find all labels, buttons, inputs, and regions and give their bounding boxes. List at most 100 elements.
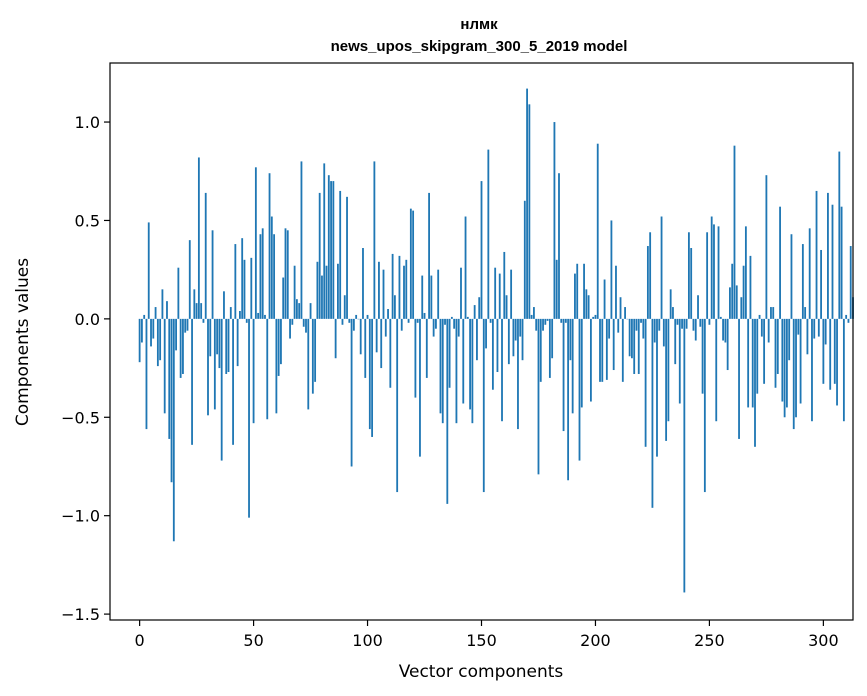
bar: [314, 318, 317, 382]
bar: [610, 220, 613, 319]
bar: [332, 181, 335, 319]
bar: [701, 318, 704, 394]
bar: [396, 318, 399, 493]
bar: [482, 318, 485, 493]
bar: [156, 318, 159, 367]
bar: [143, 314, 146, 319]
bar: [785, 318, 788, 408]
x-tick-label: 50: [243, 631, 263, 650]
bar: [330, 181, 332, 319]
bar: [724, 318, 727, 343]
bar: [776, 318, 779, 374]
bar: [261, 228, 264, 319]
bar: [232, 318, 234, 445]
bar: [633, 318, 636, 374]
x-tick-label: 300: [808, 631, 839, 650]
bar: [555, 259, 558, 319]
bar: [227, 318, 230, 373]
bar: [576, 263, 579, 319]
bar: [827, 192, 829, 319]
bar: [772, 307, 775, 319]
bar: [697, 295, 699, 319]
bar: [621, 318, 624, 382]
bar: [640, 318, 642, 323]
bar: [678, 318, 681, 404]
chart-title: нлмк: [460, 16, 498, 33]
bar: [166, 301, 168, 319]
bar: [218, 318, 221, 369]
bar: [733, 145, 736, 319]
bars-group: [138, 88, 854, 593]
bar: [603, 279, 606, 319]
bar: [792, 318, 795, 430]
bar: [277, 318, 280, 376]
bar: [519, 318, 522, 337]
bar: [560, 318, 563, 323]
bar: [250, 257, 253, 319]
bar: [491, 318, 494, 390]
bar: [469, 318, 472, 410]
y-tick-label: −1.0: [61, 507, 100, 526]
y-tick-label: 1.0: [75, 113, 100, 132]
bar: [747, 318, 750, 408]
bar: [587, 295, 590, 319]
bar: [605, 318, 608, 380]
bar: [553, 122, 556, 319]
y-tick-label: −0.5: [61, 408, 100, 427]
bar: [202, 318, 205, 323]
x-tick-label: 0: [135, 631, 145, 650]
bar: [836, 318, 838, 406]
bar: [254, 167, 257, 319]
bar: [653, 318, 656, 343]
bar: [567, 318, 570, 481]
y-tick-label: 0.5: [75, 211, 100, 230]
bar: [676, 318, 679, 325]
bar: [608, 318, 611, 339]
bar: [535, 318, 538, 331]
bar: [154, 307, 157, 319]
bar: [416, 318, 419, 323]
bar: [480, 181, 483, 319]
bar: [339, 190, 342, 319]
bar: [501, 318, 503, 422]
bar: [207, 318, 209, 416]
bar: [571, 318, 574, 414]
bar: [824, 318, 827, 345]
bar: [804, 307, 807, 319]
bar: [742, 265, 745, 319]
bar: [348, 318, 351, 323]
bar: [485, 318, 487, 349]
bar: [428, 192, 430, 319]
bar: [760, 318, 763, 337]
bar: [528, 104, 531, 319]
bar: [200, 303, 203, 319]
bar: [186, 318, 189, 331]
bar: [213, 318, 216, 410]
bar: [539, 318, 542, 382]
bar: [526, 88, 528, 319]
bar: [822, 318, 825, 384]
bar: [147, 222, 150, 319]
bar: [378, 261, 380, 319]
bar: [341, 318, 344, 325]
bar: [321, 275, 323, 319]
bar: [521, 318, 524, 361]
bar: [389, 318, 392, 388]
bar: [305, 318, 307, 333]
bar: [510, 269, 513, 319]
x-tick-label: 250: [694, 631, 725, 650]
bar: [644, 318, 647, 447]
bar: [487, 149, 490, 319]
bar: [592, 316, 595, 319]
bar: [439, 318, 442, 414]
x-tick-label: 150: [466, 631, 497, 650]
bar: [763, 318, 766, 384]
bar: [735, 285, 738, 319]
bar: [699, 318, 702, 327]
bar: [471, 318, 474, 424]
bar: [172, 318, 175, 542]
bar: [223, 291, 225, 319]
bar: [658, 318, 661, 331]
bar: [387, 309, 389, 319]
bar: [393, 295, 396, 319]
